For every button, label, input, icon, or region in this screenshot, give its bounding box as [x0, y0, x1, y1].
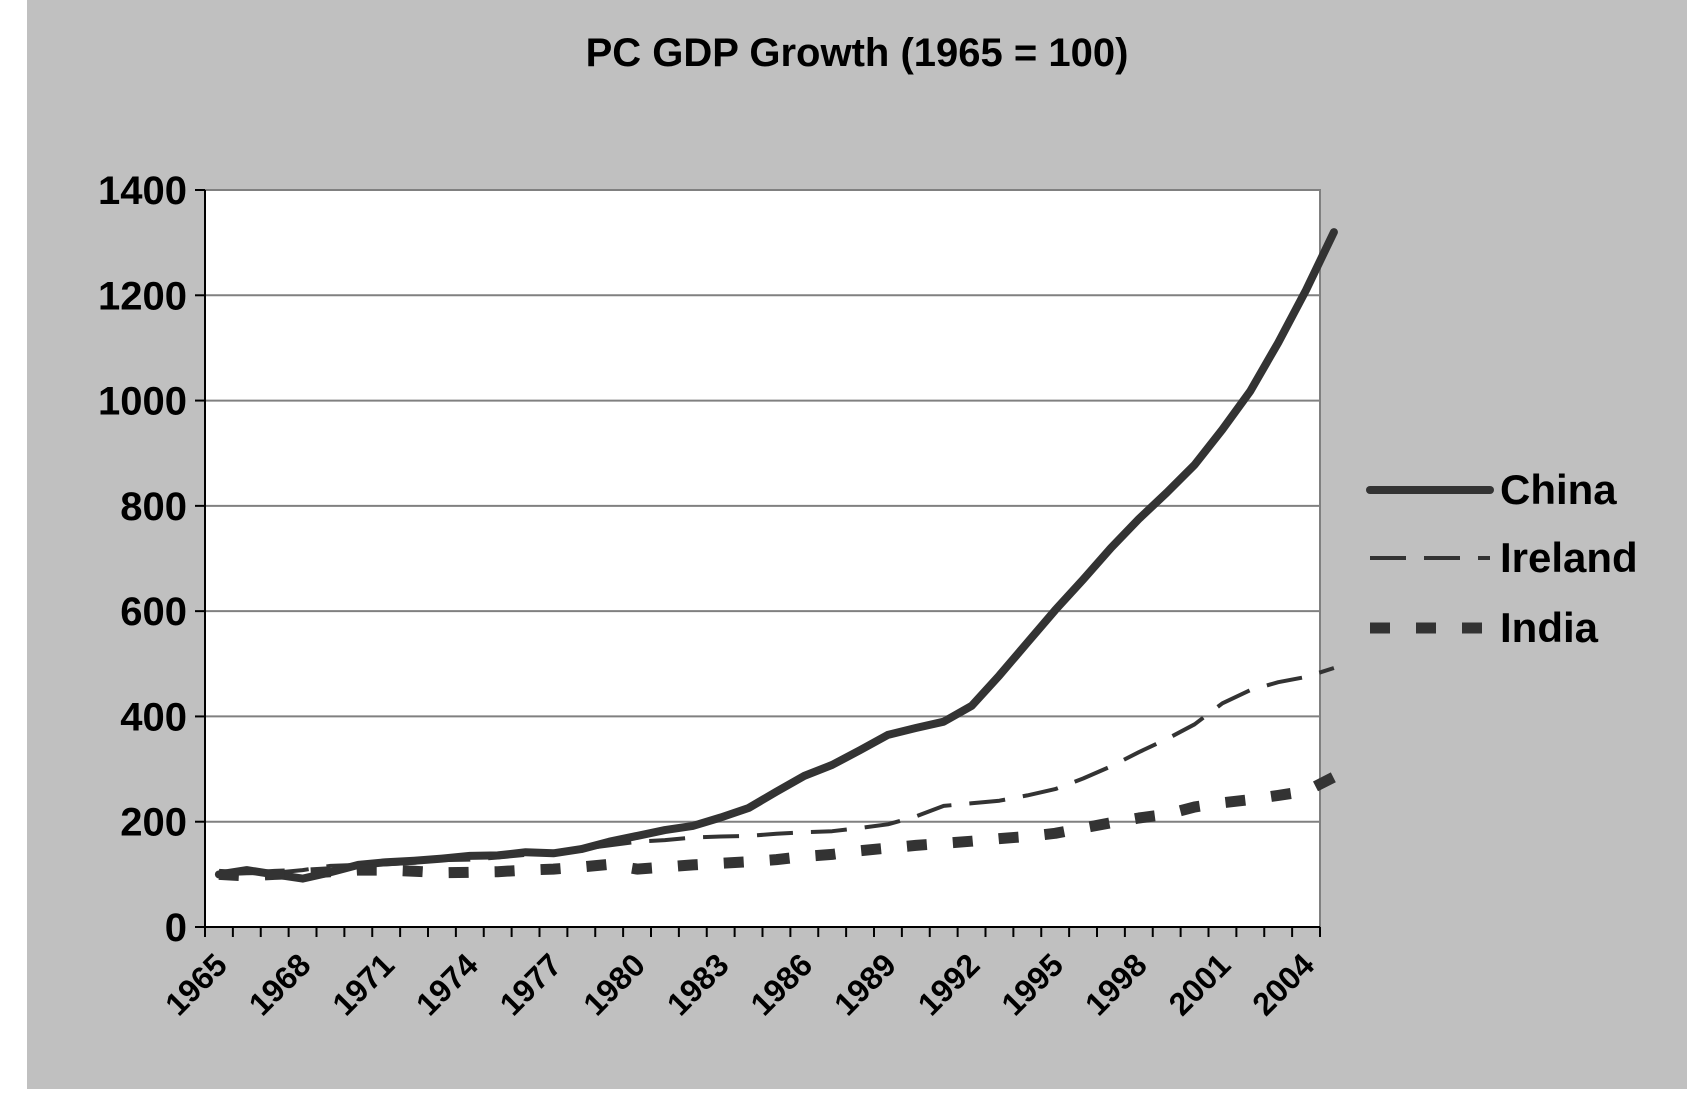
y-tick-label: 1400 [98, 169, 187, 213]
legend: China Ireland India [1366, 466, 1638, 651]
y-tick-label: 1000 [98, 380, 187, 424]
series-line-ireland [218, 666, 1335, 877]
y-tick-labels: 0 200 400 600 800 1000 1200 1400 [98, 169, 187, 950]
y-tick-label: 800 [120, 485, 187, 529]
axes [195, 189, 1321, 937]
chart-title: PC GDP Growth (1965 = 100) [586, 31, 1129, 75]
legend-label-ireland: Ireland [1500, 534, 1638, 581]
gridlines [205, 189, 1320, 823]
series-line-india [218, 772, 1337, 882]
legend-label-india: India [1500, 604, 1599, 651]
y-tick-label: 0 [165, 906, 187, 950]
y-tick-label: 400 [120, 695, 187, 739]
y-tick-label: 200 [120, 801, 187, 845]
legend-label-china: China [1500, 466, 1617, 513]
series-line-china [214, 228, 1338, 883]
series-lines [214, 228, 1338, 883]
y-tick-label: 600 [120, 590, 187, 634]
y-tick-label: 1200 [98, 274, 187, 318]
